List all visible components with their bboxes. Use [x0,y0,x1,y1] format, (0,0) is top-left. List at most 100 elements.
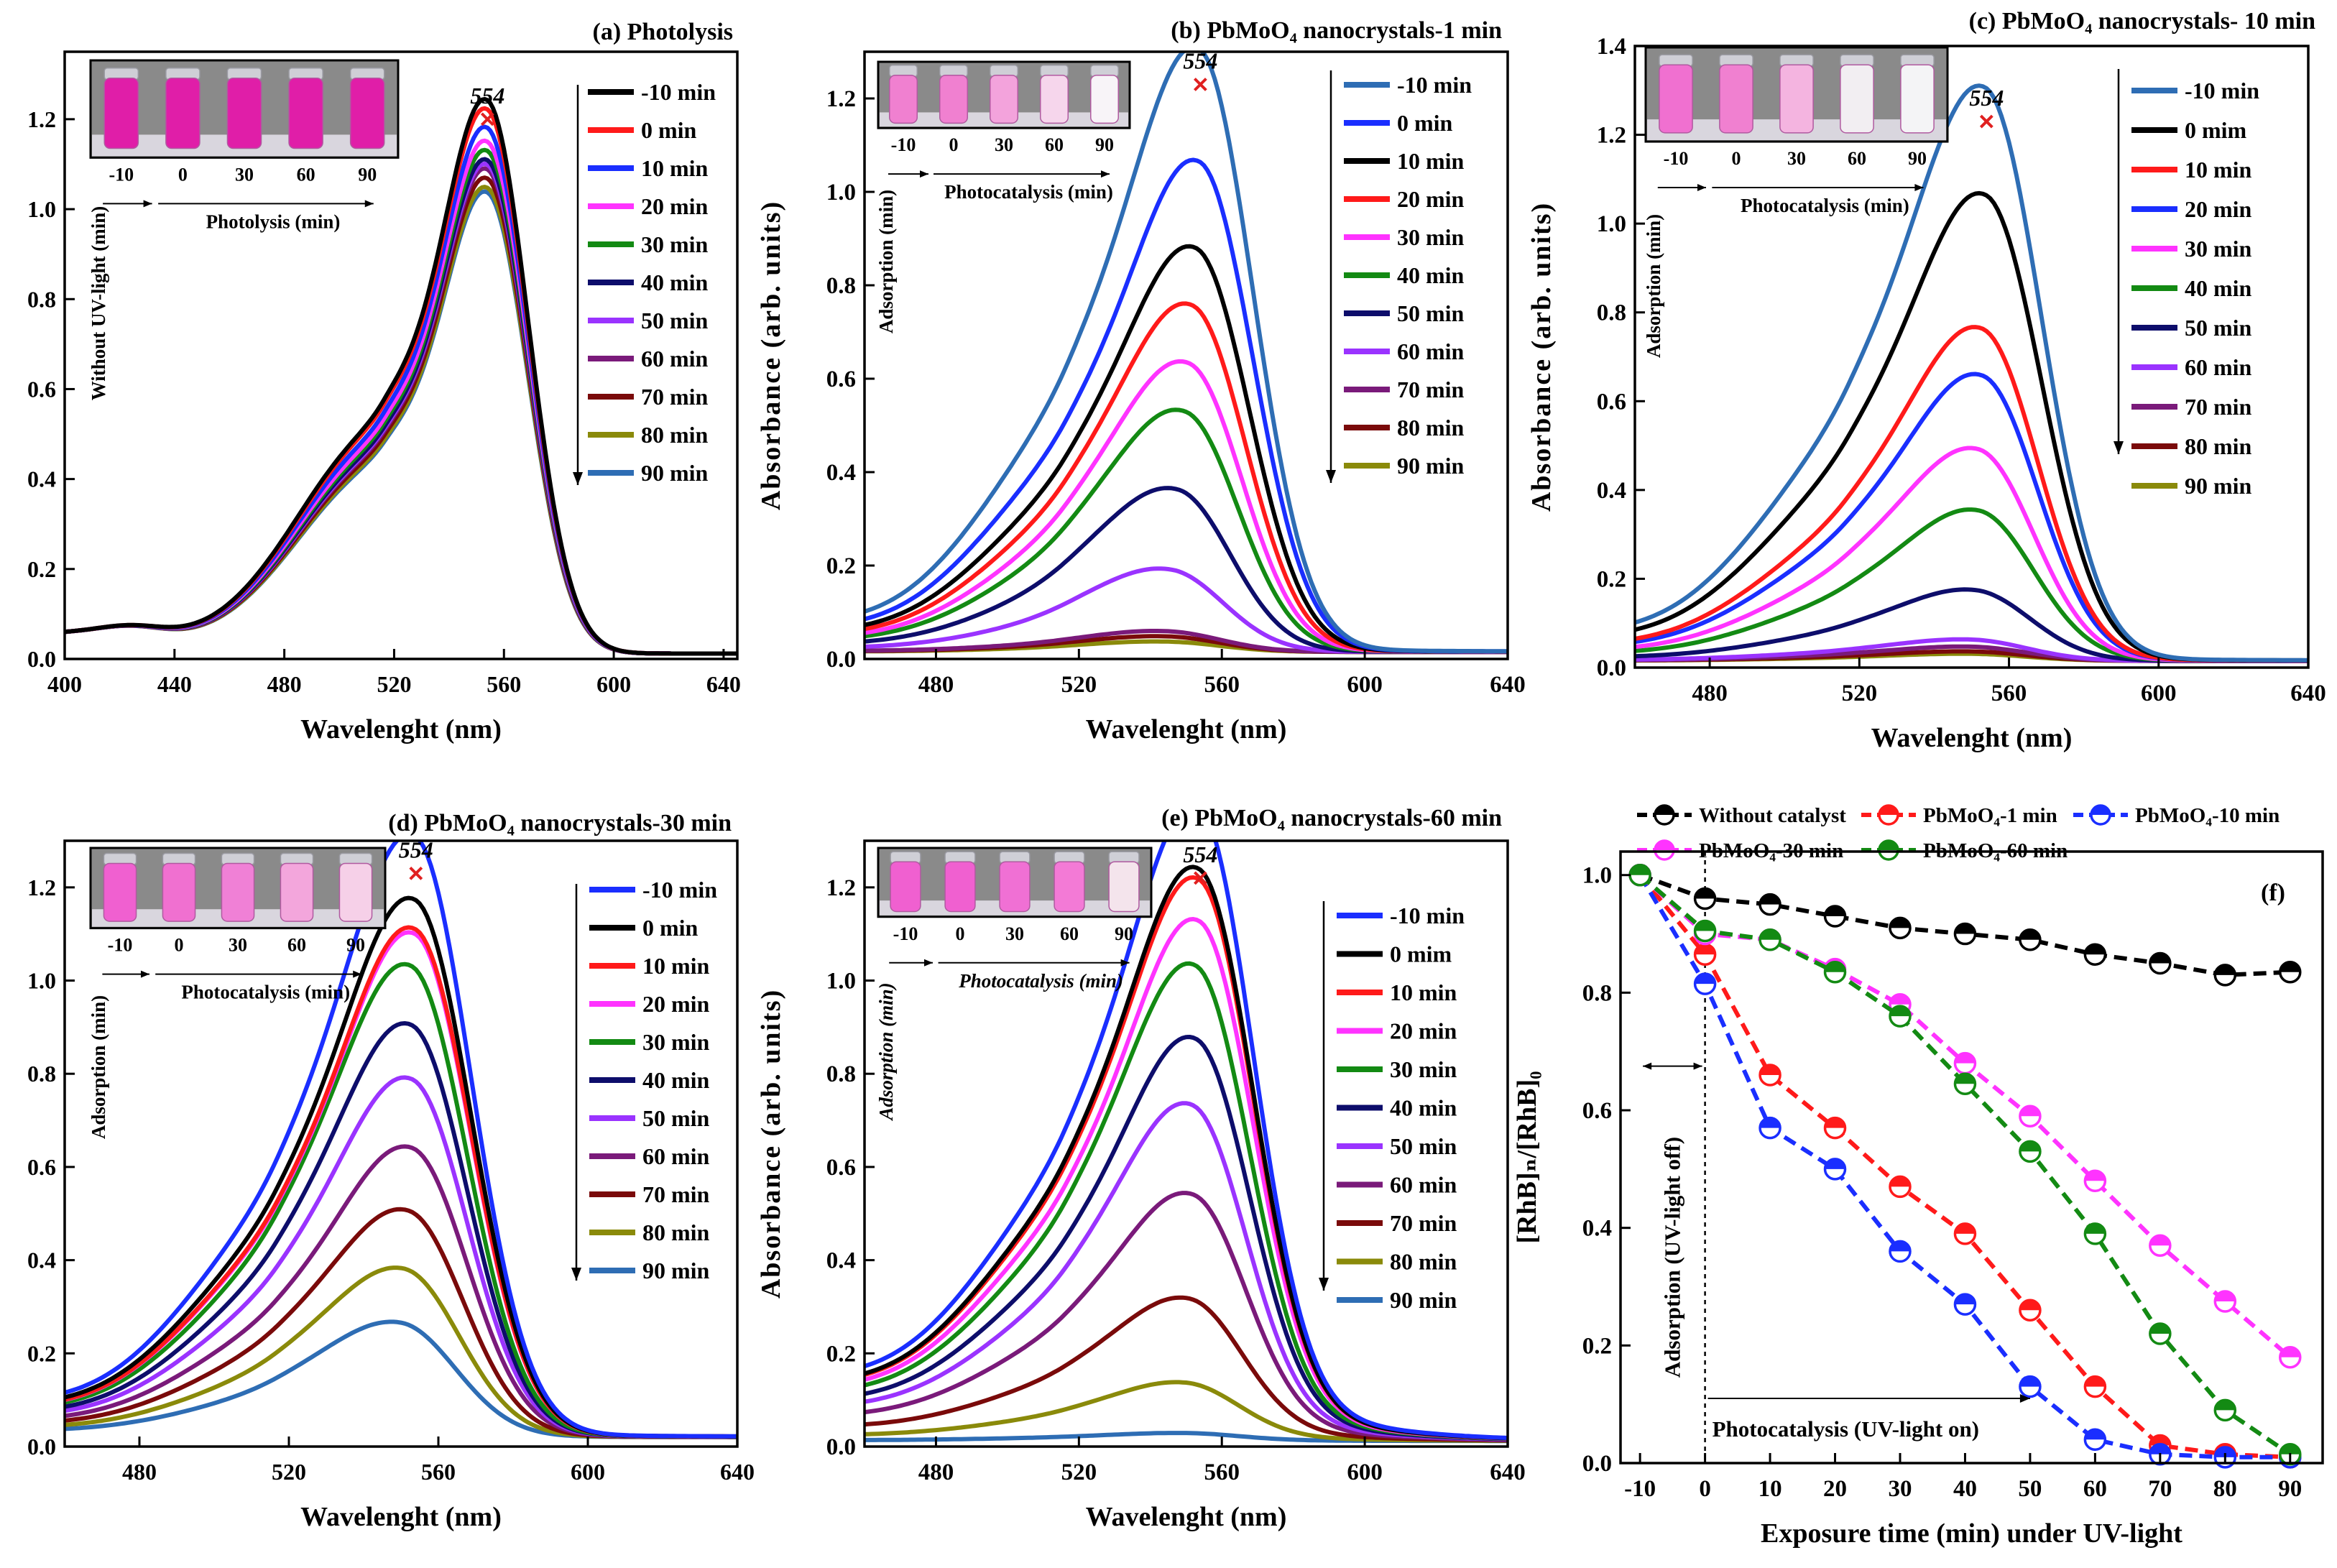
y-tick-label: 0.2 [27,1340,56,1366]
data-point-fill [1825,1117,1845,1128]
vial [349,78,385,149]
x-tick-label: 520 [377,671,411,697]
legend-label: -10 min [2185,78,2259,103]
x-tick-label: 520 [1842,681,1878,706]
data-point-fill [1889,1006,1910,1017]
inset-side-label: Adsorption (min) [88,995,109,1139]
peak-marker [1193,78,1207,91]
inset-side-label: Adsorption (min) [875,190,897,333]
legend-label: 80 min [1390,1249,1457,1275]
inset-tick-label: 30 [1787,148,1806,169]
inset-tick-label: 0 [949,134,959,155]
data-point-fill [2085,1429,2106,1440]
legend-label: 30 min [1390,1056,1457,1082]
y-tick-label: 1.0 [1582,863,1612,889]
x-tick-label: 560 [487,671,521,697]
data-point-fill [2019,1141,2040,1152]
inset-tick-label: 60 [297,164,315,185]
y-tick-label: 0.6 [1597,389,1626,415]
panel-c-legend: -10 min 0 mim 10 min 20 min 30 min 40 min 50 m… [2114,69,2259,499]
legend-label: 50 min [641,308,709,333]
x-tick-label: 480 [918,672,954,698]
x-tick-label: 520 [1061,1459,1097,1485]
legend-label: 30 min [642,1029,710,1055]
inset-side-label: Without UV-light (min) [88,206,109,401]
data-point-fill [1695,921,1715,931]
inset-caption: Photocatalysis (min) [958,970,1123,992]
inset-arrow-head [1914,184,1924,192]
inset-tick-label: 90 [346,935,365,956]
panel-b-legend: -10 min 0 min 10 min 20 min 30 min 40 min 50 m… [1326,70,1472,483]
data-point-fill [2085,944,2106,955]
y-tick-label: 0.8 [27,1061,56,1087]
panel-c-inset: -10 0 30 60 90 Photocatalysis (min) Adsorption… [1643,46,1949,358]
legend-marker-fill [1655,841,1674,850]
inset-arrow-head [1120,959,1130,967]
y-tick-label: 0.6 [826,1155,856,1181]
legend-label: 60 min [641,346,709,372]
inset-tick-label: 60 [287,935,306,956]
vial [1108,861,1140,913]
peak-marker [1193,871,1207,885]
inset-tick-label: 30 [995,134,1013,155]
y-tick-label: 0.8 [27,286,56,312]
y-tick-label: 1.0 [27,968,56,994]
data-point-fill [1955,1223,1976,1234]
vial [1040,75,1069,124]
legend-label: 40 min [641,269,709,295]
panel-f-series: Without catalyst PbMoO₄-1 min PbMoO₄-10 mi… [1628,804,2302,1469]
legend-label: 10 min [1390,979,1457,1005]
data-point-fill [1889,918,1910,928]
data-point-fill [2019,1376,2040,1387]
vial [1054,861,1085,913]
legend-label: -10 min [641,79,716,105]
data-point-fill [1760,929,1781,940]
legend-label: 20 min [642,991,710,1017]
legend-label: 0 min [1397,110,1453,136]
data-point-fill [1630,864,1651,875]
legend-label: 50 min [1397,300,1465,326]
inset-tick-label: 60 [1848,148,1866,169]
legend-label: 40 min [1397,262,1465,288]
x-tick-label: 560 [1991,681,2027,706]
vial [1719,64,1753,134]
y-tick-label: 0.8 [1582,980,1612,1006]
inset-tick-label: 30 [229,935,247,956]
y-tick-label: 0.8 [826,1061,856,1087]
inset-arrow-head [920,170,928,178]
panel-title: (a) Photolysis [593,19,734,45]
inset-arrow-head [143,200,152,208]
legend-label: 50 min [2185,315,2252,341]
peak-label: 554 [1969,85,2004,111]
y-axis-label: Absorbance (arb. units) [756,200,786,510]
legend-label: 40 min [642,1067,710,1093]
x-tick-label: 20 [1823,1476,1847,1502]
panel-title: (c) PbMoO₄ nanocrystals- 10 min [1969,8,2315,34]
y-tick-label: 1.4 [1597,34,1626,60]
y-tick-label: 0.0 [826,647,856,673]
x-axis-label: Exposure time (min) under UV-light [1761,1518,2182,1549]
legend-label: -10 min [1390,903,1465,928]
x-axis-label: Wavelenght (nm) [1086,714,1287,744]
x-tick-label: 600 [1347,1459,1383,1485]
y-tick-label: 1.2 [1597,123,1626,149]
y-tick-label: 1.2 [27,106,56,132]
inset-arrow-head [1697,184,1706,192]
photocatalysis-label: Photocatalysis (UV-light on) [1713,1416,1979,1442]
inset-tick-label: -10 [893,923,918,944]
data-point-fill [2280,961,2300,972]
x-axis-label: Wavelenght (nm) [1086,1502,1287,1532]
data-point-fill [2149,1444,2170,1454]
data-point-fill [1889,994,1910,1005]
data-point-fill [2215,964,2236,975]
vial [221,862,255,922]
adsorption-arrow-head [1693,1062,1702,1070]
inset-arrow-head [353,970,362,978]
y-tick-label: 0.2 [826,1341,856,1367]
y-tick-label: 1.2 [27,875,56,900]
y-tick-label: 0.2 [1582,1333,1612,1359]
panel-title: (e) PbMoO₄ nanocrystals-60 min [1161,805,1502,831]
x-tick-label: 600 [596,671,631,697]
x-axis-label: Wavelenght (nm) [1871,723,2073,753]
